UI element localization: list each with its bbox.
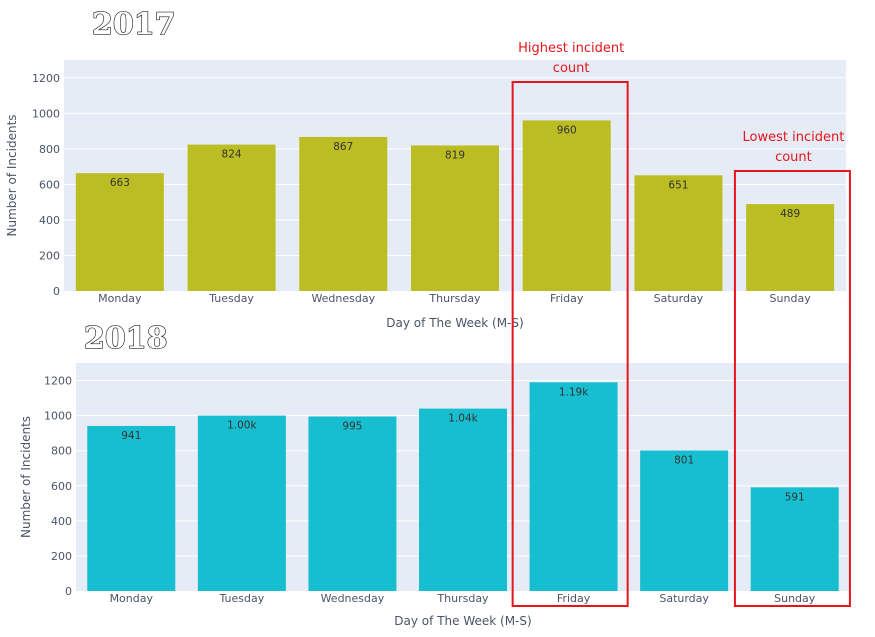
highlight-box [511,81,629,607]
y-tick-label: 1000 [44,410,72,423]
y-tick-label: 1200 [44,375,72,388]
annotation-text: Highest incident [518,41,624,56]
highlight-box [733,170,851,607]
bar-data-label: 995 [342,420,362,432]
x-tick-label: Tuesday [218,592,264,605]
lowest-incident-annotation: Lowest incident count [733,130,851,607]
x-tick-label: Wednesday [321,592,385,605]
chart-2018: 0 200 400 600 800 1000 1200 941 Monday 1.00k Tuesd… [19,320,850,628]
y-tick-label: 600 [39,178,60,191]
x-tick-label: Friday [550,292,584,305]
bar-data-label: 801 [674,455,694,467]
bar-saturday [634,175,723,291]
bar-wednesday [308,416,397,591]
bar-monday [87,425,176,591]
annotation-text: Lowest incident [743,130,845,145]
y-tick-label: 400 [39,214,60,227]
chart-title: 2017 [92,7,176,42]
y-tick-label: 0 [53,285,60,298]
x-tick-label: Monday [110,592,154,605]
bar-sunday [746,204,835,291]
y-tick-label: 800 [39,143,60,156]
bar-wednesday [299,136,388,291]
y-tick-label: 600 [51,480,72,493]
bar-data-label: 1.04k [448,413,478,425]
bar-data-label: 960 [557,124,577,136]
x-tick-label: Sunday [770,292,812,305]
chart-2017: 0 200 400 600 800 1000 1200 663 Monday 824 Tuesday… [5,6,846,330]
y-tick-label: 800 [51,445,72,458]
bar-data-label: 867 [333,141,353,153]
bar-data-label: 819 [445,149,465,161]
bar-data-label: 1.00k [227,420,257,432]
y-axis-title: Number of Incidents [19,416,33,538]
annotation-text: count [775,150,812,165]
x-tick-label: Wednesday [311,292,375,305]
bar-data-label: 1.19k [559,386,589,398]
y-tick-label: 1200 [32,72,60,85]
y-tick-label: 400 [51,515,72,528]
x-tick-label: Saturday [659,592,709,605]
x-axis-title: Day of The Week (M-S) [394,614,531,628]
annotation-text: count [553,61,590,76]
bar-data-label: 489 [780,208,800,220]
y-tick-label: 0 [65,585,72,598]
y-axis-title: Number of Incidents [5,114,19,236]
x-tick-label: Sunday [774,592,816,605]
x-tick-label: Thursday [436,592,489,605]
x-tick-label: Friday [557,592,591,605]
highest-incident-annotation: Highest incident count [511,41,629,607]
bar-data-label: 824 [222,149,242,161]
bar-sunday [750,487,839,591]
x-tick-label: Thursday [428,292,481,305]
y-tick-label: 200 [39,249,60,262]
x-tick-label: Tuesday [208,292,254,305]
x-tick-label: Monday [98,292,142,305]
bar-tuesday [187,144,276,291]
bar-data-label: 591 [785,491,805,503]
y-tick-label: 200 [51,550,72,563]
bar-tuesday [197,415,286,591]
bar-data-label: 651 [668,179,688,191]
x-tick-label: Saturday [654,292,704,305]
bar-thursday [411,145,499,291]
bar-thursday [419,408,507,591]
x-axis-title: Day of The Week (M-S) [386,316,523,330]
chart-title: 2018 [84,321,168,356]
bar-friday [529,382,618,591]
y-tick-label: 1000 [32,107,60,120]
bar-data-label: 941 [121,430,141,442]
bar-saturday [640,450,729,591]
bar-monday [75,173,164,291]
bar-data-label: 663 [110,177,130,189]
bar-friday [522,120,611,292]
